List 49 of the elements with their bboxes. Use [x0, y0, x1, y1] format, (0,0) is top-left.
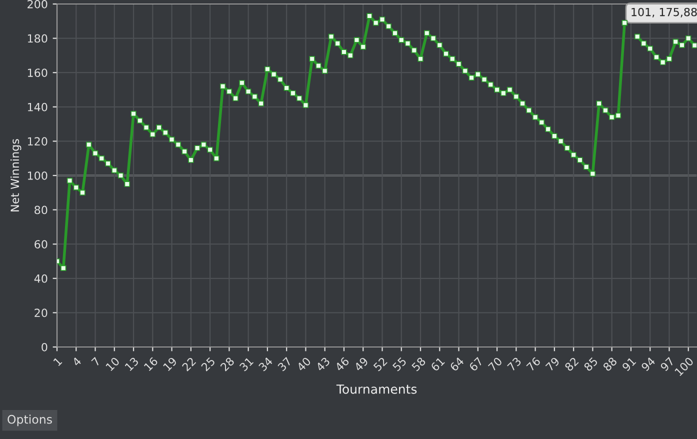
x-tick-label: 28 — [220, 356, 235, 372]
x-tick-label: 7 — [91, 356, 101, 366]
x-tick-label: 1 — [53, 356, 62, 366]
x-tick-label: 13 — [124, 356, 139, 372]
text: Options — [8, 414, 52, 426]
x-tick-label: 76 — [526, 356, 541, 372]
x-tick-label: 88 — [602, 356, 618, 372]
x-tick-label: 46 — [334, 356, 350, 372]
y-tick-label: 120 — [28, 137, 48, 146]
y-tick-label: 180 — [28, 34, 48, 43]
x-tick-label: 40 — [296, 356, 312, 372]
x-axis-title: Tournaments — [336, 384, 417, 394]
x-tick-label: 91 — [622, 356, 636, 372]
x-tick-label: 25 — [200, 356, 216, 372]
x-tick-label: 70 — [488, 356, 503, 372]
x-tick-label: 64 — [449, 356, 464, 372]
x-tick-label: 100 — [674, 356, 694, 376]
x-tick-label: 79 — [545, 356, 560, 372]
x-tick-label: 73 — [506, 356, 522, 372]
x-tick-label: 43 — [315, 356, 330, 372]
x-tick-label: 52 — [372, 356, 388, 372]
y-tick-label: 60 — [34, 240, 48, 248]
x-tick-label: 22 — [182, 356, 196, 372]
y-tick-label: 140 — [28, 102, 48, 112]
x-tick-label: 4 — [72, 356, 82, 367]
x-tick-label: 37 — [277, 356, 292, 372]
x-tick-label: 58 — [411, 356, 426, 372]
x-tick-label: 49 — [354, 356, 369, 372]
y-tick-label: 20 — [34, 308, 48, 318]
x-tick-label: 67 — [468, 356, 484, 372]
x-tick-label: 34 — [258, 356, 274, 372]
y-tick-label: 0 — [42, 342, 48, 352]
y-tick-label: 80 — [34, 206, 48, 214]
x-tick-label: 94 — [640, 356, 656, 372]
x-tick-label: 31 — [239, 356, 254, 372]
x-tick-label: 82 — [564, 356, 579, 372]
x-tick-label: 85 — [583, 356, 598, 372]
x-tick-label: 10 — [105, 356, 120, 372]
y-tick-label: 100 — [28, 171, 48, 180]
y-tick-label: 40 — [34, 274, 48, 283]
x-tick-label: 55 — [392, 356, 407, 372]
x-tick-label: 61 — [430, 356, 445, 372]
y-axis-title: Net Winnings — [10, 139, 22, 212]
x-tick-label: 16 — [144, 356, 158, 372]
y-tick-label: 200 — [28, 0, 48, 8]
y-tick-label: 160 — [28, 68, 48, 77]
x-tick-label: 97 — [660, 356, 675, 372]
x-tick-label: 19 — [162, 356, 178, 372]
annotation: 101, 175,88 — [632, 8, 697, 18]
